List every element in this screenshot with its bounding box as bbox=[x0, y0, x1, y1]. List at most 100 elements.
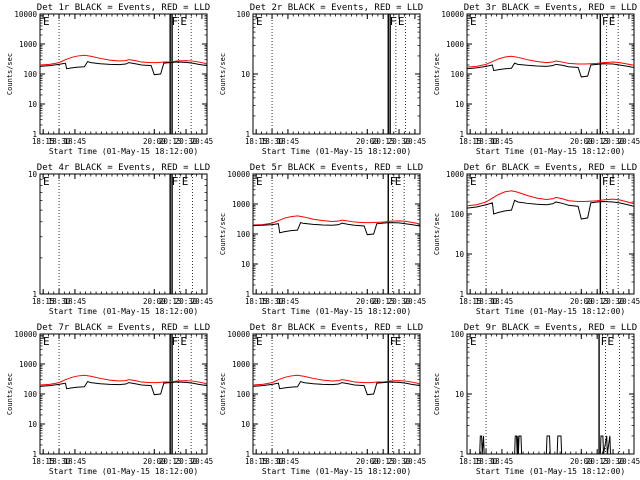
x-tick-label: 20:45 bbox=[618, 297, 640, 306]
x-axis-label: Start Time (01-May-15 18:12:00) bbox=[476, 307, 625, 316]
panel-title: Det 3r BLACK = Events, RED = LLD bbox=[464, 3, 637, 13]
y-tick-label: 1000 bbox=[446, 170, 465, 179]
lld-series-line bbox=[466, 55, 635, 68]
flag-f: F bbox=[390, 335, 397, 348]
y-tick-label: 100 bbox=[23, 70, 37, 79]
flag-f: F bbox=[601, 335, 608, 348]
x-tick-label: 20:00 bbox=[356, 457, 379, 466]
flag-e: E bbox=[470, 175, 477, 188]
y-tick-label: 10 bbox=[28, 170, 38, 179]
x-tick-label: 18:30 bbox=[48, 297, 71, 306]
y-axis-label: Counts/sec bbox=[433, 53, 441, 95]
y-tick-label: 1 bbox=[32, 290, 37, 299]
x-tick-label: 20:30 bbox=[175, 137, 198, 146]
flag-f: F bbox=[390, 175, 397, 188]
flag-e: E bbox=[395, 335, 402, 348]
x-tick-label: 20:00 bbox=[143, 137, 166, 146]
x-axis-label: Start Time (01-May-15 18:12:00) bbox=[262, 307, 411, 316]
y-axis-label: Counts/sec bbox=[6, 373, 14, 415]
x-tick-label: 18:30 bbox=[475, 137, 498, 146]
x-tick-label: 18:45 bbox=[64, 137, 87, 146]
plot-frame bbox=[466, 13, 635, 135]
x-tick-label: 20:15 bbox=[586, 137, 609, 146]
x-tick-label: 18:15 bbox=[32, 297, 55, 306]
flag-e: E bbox=[470, 335, 477, 348]
x-tick-label: 18:45 bbox=[277, 297, 300, 306]
x-tick-label: 18:30 bbox=[261, 457, 284, 466]
x-tick-label: 18:30 bbox=[261, 297, 284, 306]
x-tick-label: 20:45 bbox=[404, 297, 427, 306]
x-tick-label: 20:30 bbox=[602, 457, 625, 466]
panel-title: Det 8r BLACK = Events, RED = LLD bbox=[250, 323, 423, 333]
x-tick-label: 18:45 bbox=[491, 297, 514, 306]
y-tick-label: 100 bbox=[450, 70, 464, 79]
panel-title: Det 7r BLACK = Events, RED = LLD bbox=[37, 323, 210, 333]
x-tick-label: 18:15 bbox=[245, 137, 268, 146]
detector-panel-1: Det 1r BLACK = Events, RED = LLD18:1518:… bbox=[6, 3, 213, 156]
flag-e: E bbox=[395, 175, 402, 188]
panel-title: Det 1r BLACK = Events, RED = LLD bbox=[37, 3, 210, 13]
y-axis-label: Counts/sec bbox=[219, 213, 227, 255]
x-tick-label: 20:30 bbox=[602, 137, 625, 146]
events-series-line bbox=[479, 435, 612, 455]
lld-series-line bbox=[466, 190, 635, 207]
y-tick-label: 1000 bbox=[19, 40, 38, 49]
detector-panel-7: Det 7r BLACK = Events, RED = LLD18:1518:… bbox=[6, 323, 213, 476]
y-tick-label: 10 bbox=[455, 100, 465, 109]
detector-panel-4: Det 4r BLACK = Events, RED = LLD18:1518:… bbox=[28, 163, 213, 316]
y-tick-label: 10 bbox=[241, 70, 251, 79]
x-axis-label: Start Time (01-May-15 18:12:00) bbox=[476, 147, 625, 156]
x-tick-label: 20:30 bbox=[388, 137, 411, 146]
x-tick-label: 18:45 bbox=[64, 297, 87, 306]
x-tick-label: 18:45 bbox=[277, 137, 300, 146]
panel-title: Det 2r BLACK = Events, RED = LLD bbox=[250, 3, 423, 13]
panel-title: Det 4r BLACK = Events, RED = LLD bbox=[37, 163, 210, 173]
x-tick-label: 20:30 bbox=[388, 457, 411, 466]
y-tick-label: 10000 bbox=[14, 10, 37, 19]
y-tick-label: 1 bbox=[32, 450, 37, 459]
y-axis-label: Counts/sec bbox=[433, 373, 441, 415]
x-tick-label: 20:30 bbox=[175, 297, 198, 306]
y-axis-label: Counts/sec bbox=[219, 373, 227, 415]
x-tick-label: 20:30 bbox=[175, 457, 198, 466]
flag-e: E bbox=[180, 15, 187, 28]
plot-frame bbox=[466, 333, 635, 455]
y-tick-label: 100 bbox=[236, 390, 250, 399]
x-tick-label: 20:45 bbox=[404, 457, 427, 466]
x-tick-label: 20:45 bbox=[191, 457, 214, 466]
x-tick-label: 20:45 bbox=[191, 297, 214, 306]
detector-panel-8: Det 8r BLACK = Events, RED = LLD18:1518:… bbox=[219, 323, 426, 476]
events-series-line bbox=[39, 60, 208, 76]
y-tick-label: 10000 bbox=[14, 330, 37, 339]
flag-e: E bbox=[256, 335, 263, 348]
x-tick-label: 18:15 bbox=[245, 457, 268, 466]
x-tick-label: 20:45 bbox=[618, 137, 640, 146]
y-tick-label: 1 bbox=[32, 130, 37, 139]
y-tick-label: 1 bbox=[459, 290, 464, 299]
y-tick-label: 100 bbox=[450, 210, 464, 219]
x-tick-label: 18:45 bbox=[277, 457, 300, 466]
flag-e: E bbox=[43, 15, 50, 28]
x-tick-label: 18:15 bbox=[459, 457, 482, 466]
x-tick-label: 20:00 bbox=[356, 137, 379, 146]
y-tick-label: 1 bbox=[245, 450, 250, 459]
x-axis-label: Start Time (01-May-15 18:12:00) bbox=[49, 467, 198, 476]
x-tick-label: 18:30 bbox=[48, 137, 71, 146]
x-tick-label: 18:45 bbox=[491, 457, 514, 466]
y-tick-label: 10 bbox=[241, 260, 251, 269]
y-tick-label: 100 bbox=[236, 230, 250, 239]
events-series-line bbox=[466, 199, 635, 220]
y-tick-label: 10000 bbox=[227, 330, 250, 339]
x-tick-label: 20:45 bbox=[191, 137, 214, 146]
panel-title: Det 9r BLACK = Events, RED = LLD bbox=[464, 323, 637, 333]
y-tick-label: 10 bbox=[455, 250, 465, 259]
x-tick-label: 18:15 bbox=[32, 457, 55, 466]
flag-e: E bbox=[256, 15, 263, 28]
plot-frame bbox=[252, 333, 421, 455]
x-tick-label: 20:15 bbox=[586, 457, 609, 466]
panel-title: Det 6r BLACK = Events, RED = LLD bbox=[464, 163, 637, 173]
y-tick-label: 1 bbox=[245, 290, 250, 299]
flag-e: E bbox=[180, 335, 187, 348]
events-series-line bbox=[466, 62, 635, 78]
